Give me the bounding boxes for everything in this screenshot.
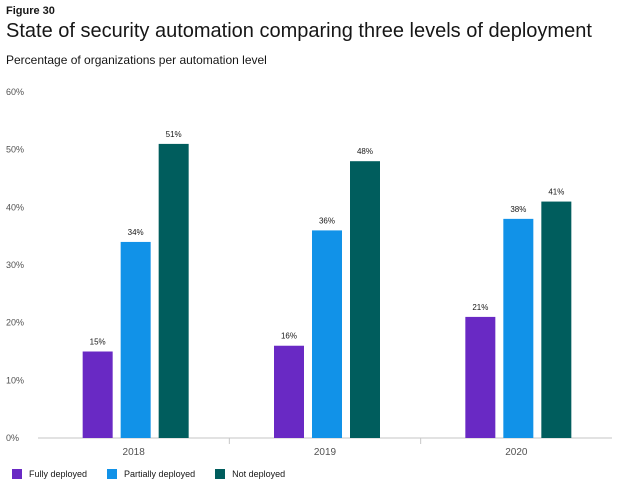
- figure-label: Figure 30: [6, 5, 55, 17]
- bar: [158, 143, 189, 438]
- data-label: 15%: [90, 338, 106, 347]
- legend-item-fully-deployed: Fully deployed: [12, 469, 87, 479]
- bar: [465, 316, 496, 438]
- data-label: 48%: [357, 147, 373, 156]
- x-tick-label: 2020: [505, 447, 528, 458]
- y-tick-label: 30%: [6, 260, 24, 270]
- data-label: 51%: [166, 130, 182, 139]
- data-label: 21%: [472, 303, 488, 312]
- x-tick-label: 2018: [123, 447, 146, 458]
- y-tick-label: 40%: [6, 202, 24, 212]
- y-tick-label: 60%: [6, 87, 24, 97]
- bar: [503, 218, 534, 438]
- legend: Fully deployed Partially deployed Not de…: [12, 469, 305, 479]
- bar: [541, 201, 572, 438]
- y-tick-label: 50%: [6, 145, 24, 155]
- bar: [312, 230, 342, 438]
- chart-subtitle: Percentage of organizations per automati…: [6, 53, 267, 67]
- chart-title: State of security automation comparing t…: [6, 20, 592, 42]
- y-tick-label: 10%: [6, 375, 24, 385]
- x-tick-label: 2019: [314, 447, 337, 458]
- bar: [120, 241, 151, 438]
- data-label: 16%: [281, 332, 297, 341]
- legend-label: Not deployed: [232, 469, 286, 479]
- data-label: 41%: [548, 188, 564, 197]
- legend-item-partially-deployed: Partially deployed: [107, 469, 195, 479]
- data-label: 38%: [510, 205, 526, 214]
- data-label: 36%: [319, 216, 335, 225]
- bar: [274, 345, 304, 438]
- legend-swatch: [107, 469, 118, 479]
- legend-label: Fully deployed: [29, 469, 88, 479]
- bar: [350, 161, 380, 438]
- legend-label: Partially deployed: [124, 469, 196, 479]
- legend-item-not-deployed: Not deployed: [215, 469, 285, 479]
- legend-swatch: [215, 469, 226, 479]
- data-label: 34%: [128, 228, 144, 237]
- y-tick-label: 0%: [6, 433, 19, 443]
- legend-swatch: [12, 469, 22, 479]
- y-tick-label: 20%: [6, 318, 24, 328]
- bar: [82, 351, 113, 438]
